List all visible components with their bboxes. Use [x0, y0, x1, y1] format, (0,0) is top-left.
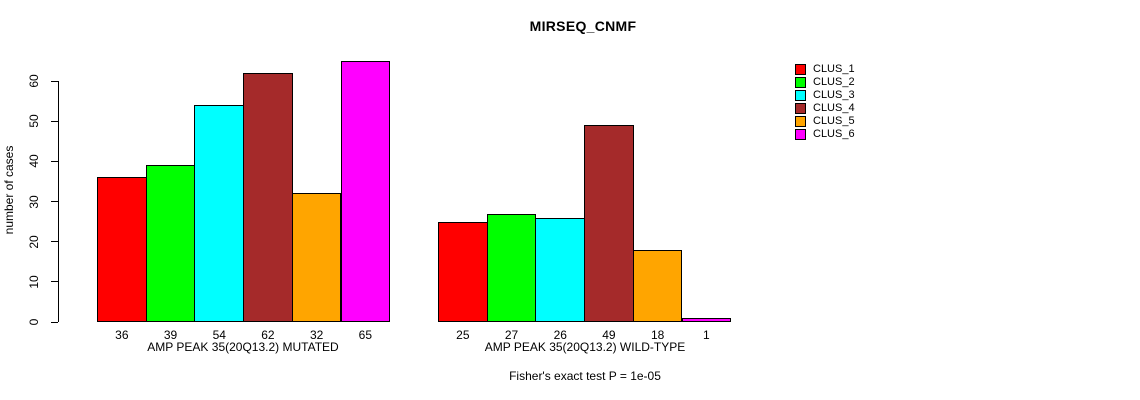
- bar-clus-3: [535, 218, 586, 322]
- bar-clus-1: [438, 222, 488, 322]
- legend-label-clus_2: CLUS_2: [813, 75, 855, 88]
- bar-clus-6: [681, 318, 732, 322]
- bar-clus-5: [291, 193, 342, 322]
- y-tick-label: 40: [27, 154, 41, 169]
- bar-value-label: 1: [703, 328, 710, 342]
- bar-value-label: 65: [358, 328, 373, 342]
- bar-clus-4: [584, 125, 634, 322]
- legend-label-clus_6: CLUS_6: [813, 127, 855, 140]
- bar-value-label: 27: [504, 328, 519, 342]
- caption-fisher-test: Fisher's exact test P = 1e-05: [509, 369, 661, 383]
- y-axis-line: [58, 81, 59, 322]
- legend-swatch-clus_2: [795, 76, 806, 88]
- bar-clus-3: [194, 105, 245, 322]
- y-tick-label: 10: [27, 275, 41, 289]
- bar-value-label: 49: [602, 328, 616, 342]
- legend-label-clus_3: CLUS_3: [813, 88, 855, 101]
- legend-swatch-clus_1: [795, 63, 806, 75]
- y-tick-mark: [51, 160, 58, 162]
- y-tick-mark: [51, 201, 58, 202]
- y-tick-label: 60: [27, 74, 41, 88]
- bar-clus-2: [145, 165, 196, 322]
- bar-clus-6: [340, 61, 391, 322]
- bar-clus-2: [486, 214, 537, 322]
- bar-value-label: 18: [650, 328, 665, 342]
- legend-label-clus_5: CLUS_5: [813, 114, 855, 127]
- y-tick-mark: [51, 321, 58, 323]
- legend-swatch-clus_4: [795, 102, 806, 114]
- bar-value-label: 54: [212, 328, 226, 342]
- y-tick-label: 50: [27, 114, 41, 128]
- group-label-mutated: AMP PEAK 35(20Q13.2) MUTATED: [147, 340, 339, 354]
- y-tick-mark: [51, 120, 58, 122]
- legend-swatch-clus_6: [795, 128, 806, 140]
- legend-label-clus_4: CLUS_4: [813, 101, 855, 114]
- y-tick-label: 0: [27, 318, 41, 326]
- bar-value-label: 26: [553, 328, 567, 342]
- y-tick-mark: [51, 241, 58, 243]
- bar-value-label: 32: [309, 328, 324, 342]
- bar-clus-4: [243, 73, 293, 322]
- y-tick-label: 20: [27, 234, 41, 249]
- bar-value-label: 36: [115, 328, 129, 342]
- legend-swatch-clus_3: [795, 89, 806, 101]
- bar-value-label: 25: [456, 328, 470, 342]
- bar-clus-5: [632, 250, 683, 322]
- group-label-wild-type: AMP PEAK 35(20Q13.2) WILD-TYPE: [484, 340, 686, 354]
- y-tick-mark: [51, 281, 58, 283]
- y-axis-title: number of cases: [2, 145, 16, 235]
- bar-clus-1: [97, 177, 147, 322]
- bar-value-label: 62: [261, 328, 275, 342]
- legend-label-clus_1: CLUS_1: [813, 62, 855, 75]
- bar-value-label: 39: [163, 328, 178, 342]
- y-tick-mark: [51, 80, 58, 82]
- chart-title: MIRSEQ_CNMF: [529, 18, 637, 34]
- legend-swatch-clus_5: [795, 115, 806, 127]
- y-tick-label: 30: [27, 194, 41, 209]
